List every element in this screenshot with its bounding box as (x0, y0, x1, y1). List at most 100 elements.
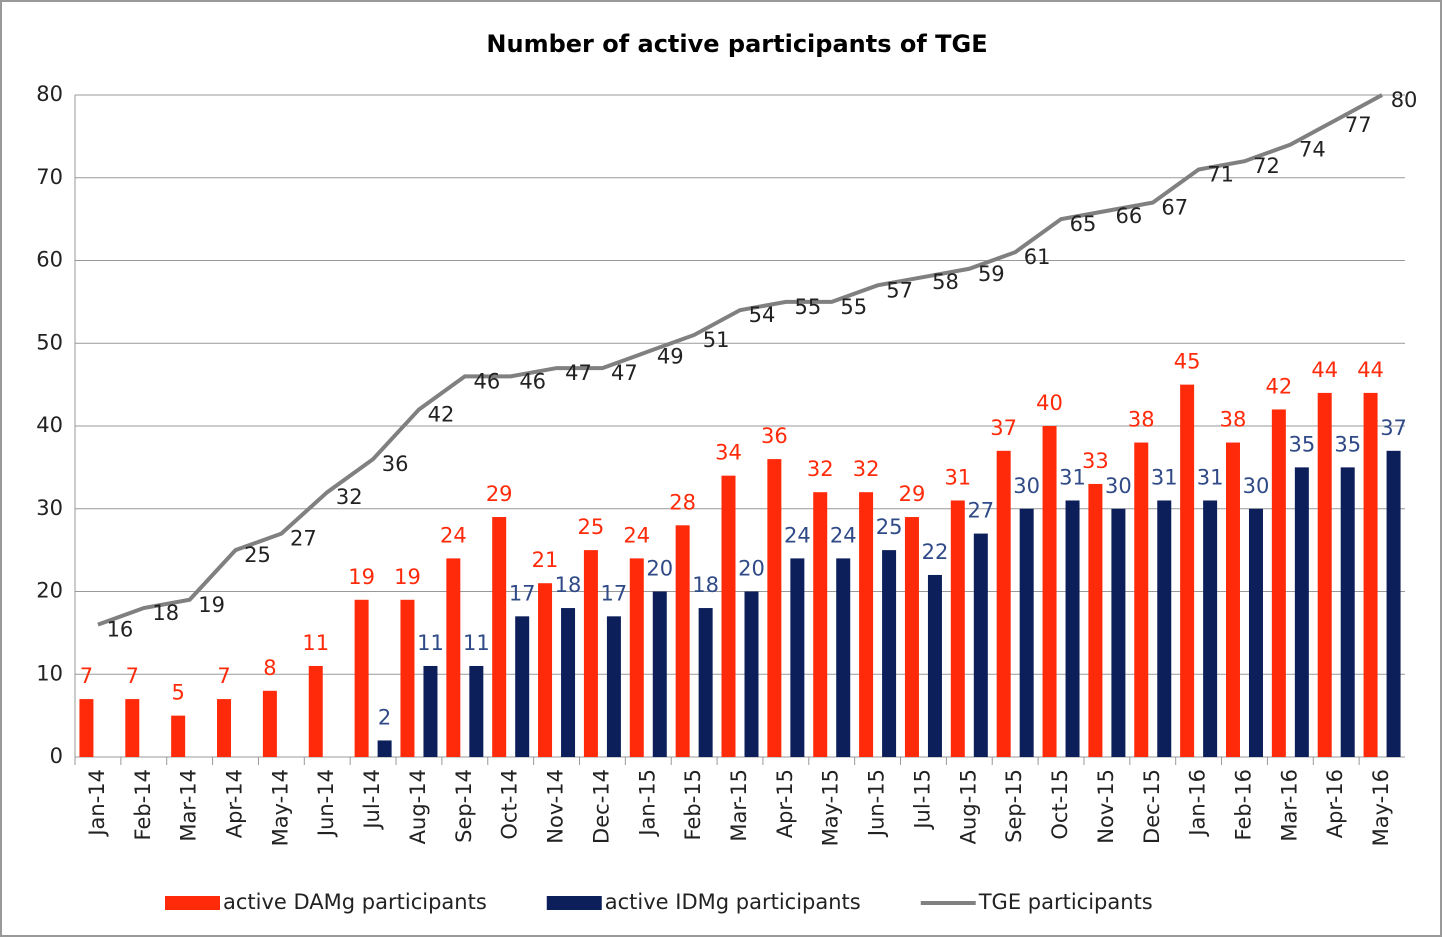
data-label: 25 (244, 543, 271, 567)
data-label: 8 (263, 656, 276, 680)
y-tick-label: 0 (50, 744, 63, 768)
bar (744, 591, 759, 757)
data-label: 11 (463, 631, 490, 655)
bar (125, 699, 140, 757)
data-label: 44 (1311, 358, 1338, 382)
x-tick-label: Jan-14 (85, 769, 109, 838)
data-label: 24 (784, 523, 811, 547)
bar (698, 608, 713, 757)
data-label: 33 (1082, 449, 1109, 473)
data-label: 32 (807, 457, 834, 481)
data-label: 36 (761, 424, 788, 448)
data-label: 35 (1334, 432, 1361, 456)
bar (561, 608, 576, 757)
data-label: 29 (486, 482, 513, 506)
data-label: 40 (1036, 391, 1063, 415)
data-label: 54 (749, 303, 776, 327)
x-tick-label: Nov-14 (544, 769, 568, 844)
bar (859, 492, 874, 757)
data-label: 28 (669, 490, 696, 514)
data-label: 37 (990, 416, 1017, 440)
bar (1157, 500, 1172, 757)
bar (950, 500, 965, 757)
data-label: 66 (1116, 204, 1143, 228)
bar (469, 665, 484, 757)
bar (882, 550, 897, 757)
data-label: 57 (886, 278, 913, 302)
bar (1111, 508, 1126, 757)
bar (629, 558, 644, 757)
y-tick-label: 40 (36, 413, 63, 437)
x-tick-label: Apr-16 (1323, 769, 1347, 838)
bar (171, 715, 186, 757)
x-tick-label: Feb-15 (681, 769, 705, 840)
legend-label: active DAMg participants (223, 890, 487, 914)
bar (377, 740, 392, 757)
bar (721, 475, 736, 757)
x-tick-label: May-16 (1369, 769, 1393, 846)
x-tick-label: Sep-14 (452, 769, 476, 843)
data-label: 37 (1380, 416, 1407, 440)
bar (1248, 508, 1263, 757)
x-tick-label: Jul-14 (360, 769, 384, 831)
bar (1180, 384, 1195, 757)
data-label: 19 (198, 593, 225, 617)
bar (492, 517, 507, 757)
data-label: 30 (1243, 474, 1270, 498)
data-label: 24 (623, 523, 650, 547)
x-tick-label: Aug-15 (956, 769, 980, 844)
bar (1386, 450, 1401, 757)
legend-label: TGE participants (978, 890, 1153, 914)
legend-swatch (165, 896, 220, 910)
data-label: 46 (473, 369, 500, 393)
x-tick-label: Mar-15 (727, 769, 751, 842)
data-label: 80 (1391, 88, 1418, 112)
bar (1271, 409, 1286, 757)
bar (79, 699, 94, 757)
bar (400, 599, 415, 757)
legend-label: active IDMg participants (605, 890, 861, 914)
data-label: 67 (1161, 196, 1188, 220)
data-label: 18 (555, 573, 582, 597)
data-label: 29 (899, 482, 926, 506)
bar (1340, 467, 1355, 757)
data-label: 55 (840, 295, 867, 319)
data-label: 27 (290, 527, 317, 551)
data-label: 72 (1253, 154, 1280, 178)
data-label: 20 (646, 557, 673, 581)
x-tick-label: Dec-15 (1140, 769, 1164, 844)
data-label: 7 (217, 664, 230, 688)
bar (1363, 392, 1378, 757)
bar (767, 459, 782, 757)
data-label: 30 (1013, 474, 1040, 498)
data-label: 21 (532, 548, 559, 572)
x-tick-label: Jun-14 (314, 769, 338, 838)
bar (1134, 442, 1149, 757)
data-label: 36 (382, 452, 409, 476)
x-tick-label: Feb-16 (1231, 769, 1255, 840)
x-tick-label: Mar-14 (177, 769, 201, 842)
bar (1203, 500, 1218, 757)
data-label: 42 (428, 402, 455, 426)
data-label: 24 (830, 523, 857, 547)
data-label: 61 (1024, 245, 1051, 269)
bar (927, 574, 942, 757)
bar (1042, 426, 1057, 757)
x-tick-label: Feb-14 (131, 769, 155, 840)
data-label: 32 (853, 457, 880, 481)
data-label: 25 (578, 515, 605, 539)
bar (606, 616, 621, 757)
data-label: 71 (1207, 162, 1234, 186)
data-label: 18 (692, 573, 719, 597)
data-label: 38 (1220, 408, 1247, 432)
data-label: 77 (1345, 113, 1372, 137)
x-tick-label: Oct-14 (498, 769, 522, 840)
data-label: 2 (378, 705, 391, 729)
y-tick-label: 80 (36, 82, 63, 106)
bar (354, 599, 369, 757)
bar (583, 550, 598, 757)
x-tick-label: Sep-15 (1002, 769, 1026, 843)
data-label: 35 (1288, 432, 1315, 456)
